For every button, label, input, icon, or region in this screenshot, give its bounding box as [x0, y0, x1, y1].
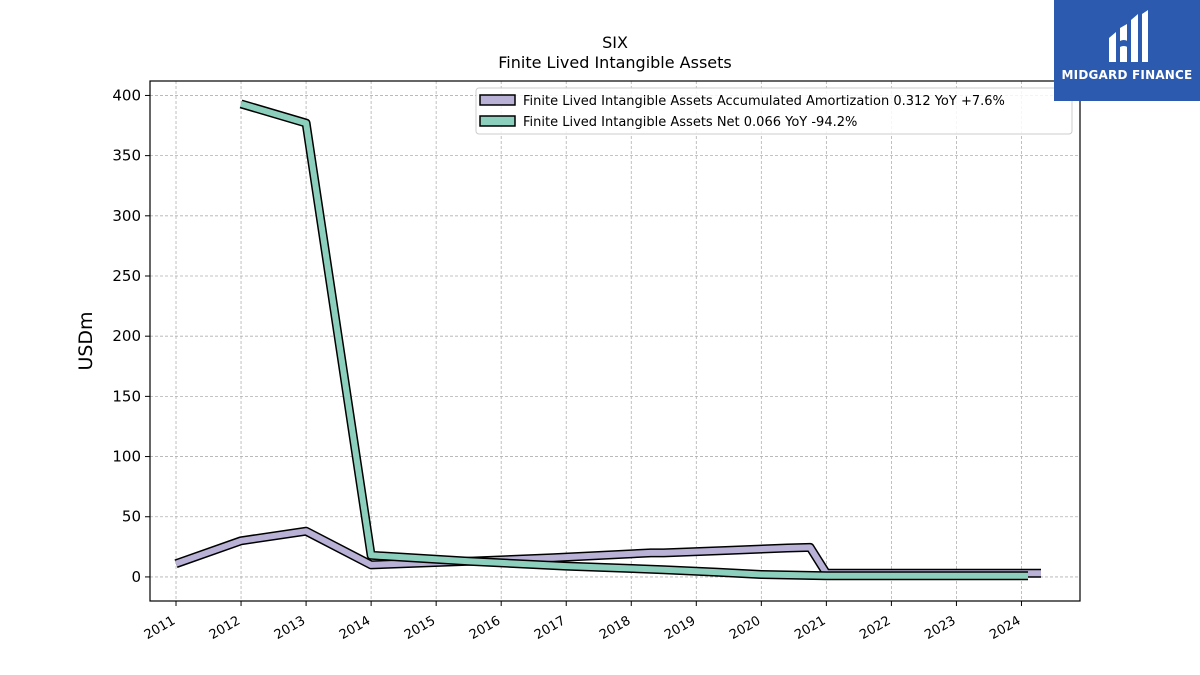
y-tick-label: 0	[131, 568, 141, 586]
x-tick-label: 2017	[532, 613, 568, 643]
x-tick-label: 2021	[792, 613, 828, 643]
x-tick-label: 2018	[597, 613, 633, 643]
legend-label-amortization: Finite Lived Intangible Assets Accumulat…	[523, 94, 1005, 109]
plot-frame	[149, 80, 1081, 602]
x-tick-label: 2023	[922, 613, 958, 643]
y-tick-label: 150	[112, 387, 141, 405]
x-tick-label: 2022	[857, 613, 893, 643]
series-2-outline	[239, 99, 1028, 581]
x-tick-label: 2014	[337, 613, 373, 643]
y-axis-ticks: 0 50 100 150 200 250 300 350 400	[112, 86, 150, 586]
y-tick-label: 200	[112, 327, 141, 345]
midgard-finance-logo: MIDGARD FINANCE	[1054, 0, 1200, 101]
grid-lines	[150, 81, 1080, 601]
series-2-line	[240, 101, 1028, 579]
legend-swatch-amortization	[479, 94, 516, 106]
x-tick-label: 2013	[272, 613, 308, 643]
x-tick-label: 2024	[987, 613, 1023, 643]
x-tick-label: 2011	[142, 613, 178, 643]
series-layer	[174, 99, 1041, 581]
logo-mark-icon	[1109, 10, 1148, 62]
x-tick-label: 2016	[467, 613, 503, 643]
legend-box	[475, 87, 1073, 135]
y-tick-label: 50	[122, 508, 141, 526]
chart-title: SIX	[602, 33, 628, 52]
y-axis-label: USDm	[75, 311, 97, 370]
legend-label-net: Finite Lived Intangible Assets Net 0.066…	[523, 115, 857, 130]
x-tick-label: 2020	[727, 613, 763, 643]
y-tick-label: 400	[112, 86, 141, 104]
legend-swatch-net	[479, 115, 516, 127]
x-tick-label: 2019	[662, 613, 698, 643]
y-tick-label: 300	[112, 207, 141, 225]
chart-subtitle: Finite Lived Intangible Assets	[498, 53, 731, 72]
y-tick-label: 250	[112, 267, 141, 285]
y-tick-label: 100	[112, 448, 141, 466]
x-axis-ticks: 2011 2012 2013 2014 2015 2016 2017 2018 2019 2020…	[142, 601, 1023, 643]
x-tick-label: 2015	[402, 613, 438, 643]
legend: Finite Lived Intangible Assets Accumulat…	[475, 87, 1073, 135]
y-tick-label: 350	[112, 147, 141, 165]
logo-text: MIDGARD FINANCE	[1061, 68, 1193, 82]
x-tick-label: 2012	[207, 613, 243, 643]
